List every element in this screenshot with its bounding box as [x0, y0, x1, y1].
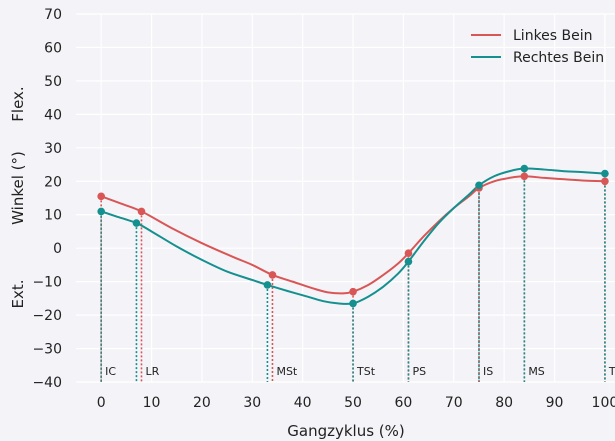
y-tick-label-4: 0 — [53, 241, 62, 257]
series-0-point-4 — [404, 249, 413, 257]
y-axis-label-extension: Ext. — [9, 279, 27, 308]
legend-label-left: Linkes Bein — [513, 28, 593, 44]
y-tick-label-10: 60 — [44, 40, 62, 56]
x-tick-label-4: 40 — [294, 395, 312, 411]
x-tick-label-0: 0 — [97, 395, 106, 411]
series-1-point-0 — [97, 207, 105, 216]
phase-label-3: TSt — [356, 365, 376, 378]
series-1-point-4 — [404, 257, 413, 266]
series-0-point-0 — [97, 192, 105, 201]
plot-background — [76, 14, 615, 382]
phase-lines — [100, 168, 606, 382]
x-tick-label-2: 20 — [193, 395, 211, 411]
series-0-point-3 — [349, 287, 357, 296]
legend: Linkes Bein Rechtes Bein — [471, 28, 604, 66]
series-0-point-7 — [601, 177, 609, 186]
series-line-1 — [100, 167, 605, 305]
markers — [97, 164, 609, 308]
curves — [100, 167, 605, 305]
y-tick-label-3: −10 — [32, 275, 62, 291]
phase-label-6: MS — [528, 365, 544, 378]
series-0-point-1 — [137, 207, 146, 216]
phase-label-0: IC — [105, 365, 116, 378]
x-axis-label: Gangzyklus (%) — [287, 422, 405, 440]
x-tick-label-8: 80 — [495, 395, 513, 411]
phase-label-2: MSt — [276, 365, 297, 378]
y-tick-label-11: 70 — [44, 7, 62, 23]
y-tick-label-1: −30 — [32, 342, 62, 358]
y-tick-label-8: 40 — [44, 107, 62, 123]
series-1-point-6 — [520, 164, 529, 173]
phase-label-4: PS — [412, 365, 426, 378]
series-1-point-2 — [263, 281, 272, 289]
y-axis-label: Winkel (°) — [9, 151, 27, 225]
x-tick-label-5: 50 — [344, 395, 362, 411]
phase-label-5: IS — [483, 365, 493, 378]
y-tick-labels: −40 −30 −20 −10 0 10 20 30 40 50 60 70 — [32, 7, 62, 391]
y-tick-label-7: 30 — [44, 141, 62, 157]
series-0-point-6 — [520, 172, 529, 181]
x-tick-label-9: 90 — [546, 395, 564, 411]
x-tick-label-6: 60 — [395, 395, 413, 411]
phase-label-7: TS — [608, 365, 615, 378]
y-tick-label-5: 10 — [44, 208, 62, 224]
x-tick-label-7: 70 — [445, 395, 463, 411]
x-tick-label-10: 100 — [592, 395, 615, 411]
y-axis-label-flexion: Flex. — [9, 86, 27, 121]
x-tick-labels: 0 10 20 30 40 50 60 70 80 90 100 — [97, 395, 615, 411]
legend-label-right: Rechtes Bein — [513, 50, 604, 66]
phase-label-1: LR — [145, 365, 159, 378]
series-1-point-7 — [601, 169, 609, 178]
series-1-point-5 — [475, 181, 483, 190]
series-0-point-2 — [268, 271, 277, 279]
series-1-point-3 — [349, 299, 357, 308]
y-tick-label-6: 20 — [44, 174, 62, 190]
y-tick-label-2: −20 — [32, 308, 62, 324]
series-line-0 — [100, 175, 605, 295]
phase-labels: IC LR MSt TSt PS IS MS TS — [105, 365, 615, 378]
grid — [76, 13, 615, 383]
x-tick-label-1: 10 — [143, 395, 161, 411]
series-1-point-1 — [132, 219, 141, 227]
x-tick-label-3: 30 — [243, 395, 261, 411]
y-tick-label-9: 50 — [44, 74, 62, 90]
y-tick-label-0: −40 — [32, 375, 62, 391]
